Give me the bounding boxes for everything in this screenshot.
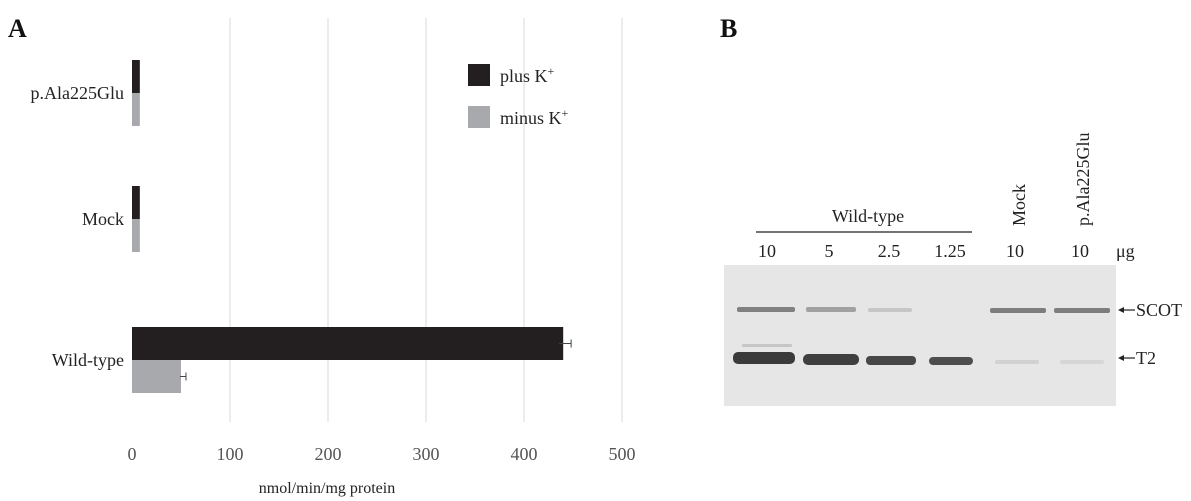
category-label-mock: Mock [82,209,124,229]
lane-label-mock: Mock [1009,184,1029,226]
lane-amount-2: 5 [825,241,834,261]
panel-b-letter: B [720,14,737,43]
lane-amount-4: 1.25 [934,241,966,261]
category-labels: p.Ala225Glu Mock Wild-type [31,83,125,370]
band-label-t2: T2 [1118,348,1156,368]
gridlines [229,18,623,422]
scot-band-lane2 [806,307,856,312]
bar-wild-type-minus [132,360,181,393]
category-label-p-ala225glu: p.Ala225Glu [31,83,125,103]
panel-a-letter: A [8,14,27,43]
lane-amount-1: 10 [758,241,776,261]
bars [132,60,572,393]
legend-label-minus: minus K+ [500,106,569,128]
x-tick-label-300: 300 [413,444,440,464]
scot-band-lane3 [868,308,912,312]
x-axis-title: nmol/min/mg protein [259,480,395,497]
blot-membrane [724,265,1116,406]
legend: plus K+ minus K+ [468,64,569,128]
t2-band-lane6 [1060,360,1104,364]
t2-band-lane1 [733,352,795,364]
x-tick-label-200: 200 [315,444,342,464]
smear-lane1 [742,344,792,347]
legend-label-plus: plus K+ [500,64,555,86]
legend-swatch-plus [468,64,490,86]
scot-arrow-head-icon [1118,307,1124,313]
x-tick-label-500: 500 [609,444,636,464]
category-label-wild-type: Wild-type [52,350,124,370]
bar-p-ala225glu-plus [132,60,140,93]
x-tick-label-0: 0 [128,444,137,464]
t2-band-lane2 [803,354,859,365]
t2-band-lane4 [929,357,973,365]
scot-band-lane5 [990,308,1046,313]
scot-band-lane6 [1054,308,1110,313]
x-tick-label-100: 100 [217,444,244,464]
bar-mock-plus [132,186,140,219]
scot-label: SCOT [1136,300,1182,320]
band-label-scot: SCOT [1118,300,1182,320]
t2-band-lane5 [995,360,1039,364]
legend-swatch-minus [468,106,490,128]
lane-amount-5: 10 [1006,241,1024,261]
lane-label-mutant: p.Ala225Glu [1073,133,1093,227]
blot-group-label: Wild-type [832,206,904,226]
western-blot-image [724,265,1116,406]
bar-mock-minus [132,219,140,252]
bar-wild-type-plus [132,327,564,360]
x-tick-label-400: 400 [511,444,538,464]
x-axis-ticks: 0 100 200 300 400 500 [128,444,636,464]
lane-unit: μg [1116,241,1135,261]
lane-amount-3: 2.5 [878,241,901,261]
t2-arrow-head-icon [1118,355,1124,361]
lane-amount-6: 10 [1071,241,1089,261]
t2-band-lane3 [866,356,916,365]
t2-label: T2 [1136,348,1156,368]
bar-p-ala225glu-minus [132,93,140,126]
scot-band-lane1 [737,307,795,312]
